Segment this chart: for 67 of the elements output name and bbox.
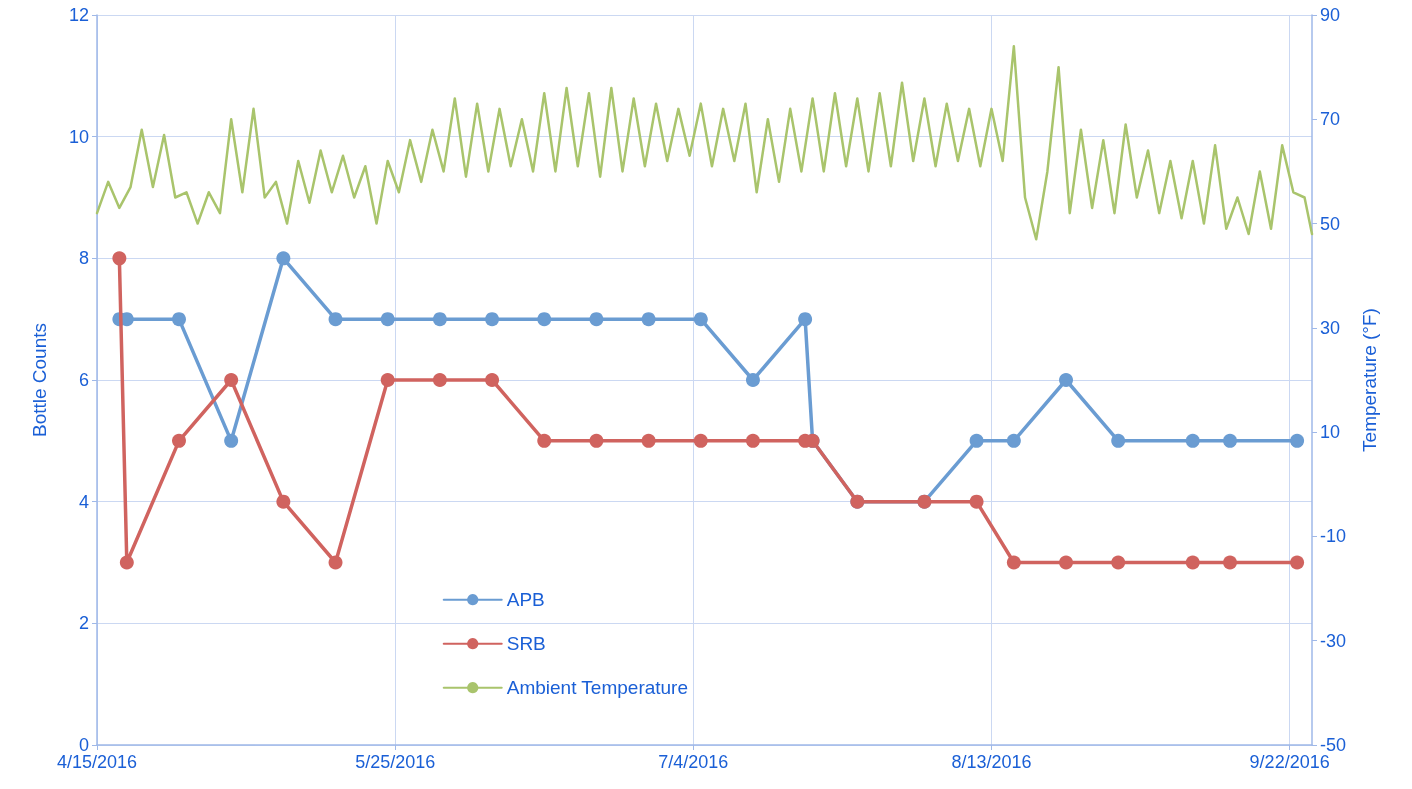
- point: [693, 312, 708, 327]
- point: [537, 312, 552, 327]
- y2-tick-label: 70: [1320, 109, 1341, 130]
- point: [745, 433, 760, 448]
- point: [380, 373, 395, 387]
- point: [380, 312, 395, 327]
- point: [432, 312, 447, 327]
- point: [1111, 433, 1126, 448]
- point: [328, 555, 343, 570]
- x-tick-label: 7/4/2016: [658, 752, 729, 772]
- point: [589, 312, 604, 327]
- point: [589, 433, 604, 448]
- x-tick-label: 8/13/2016: [951, 752, 1032, 772]
- point: [432, 373, 447, 387]
- point: [798, 312, 813, 327]
- point: [1059, 373, 1074, 387]
- point: [1290, 433, 1305, 448]
- x-tick-label: 4/15/2016: [56, 752, 138, 772]
- point: [276, 251, 291, 266]
- line-series: [95, 45, 1314, 241]
- point: [224, 433, 239, 448]
- y2-axis-title: Temperature (°F): [1359, 308, 1380, 452]
- point: [1223, 433, 1238, 448]
- point: [1006, 555, 1021, 570]
- point: [1111, 555, 1126, 570]
- point: [745, 373, 760, 387]
- y-tick-label: 8: [78, 248, 89, 269]
- point: [1006, 433, 1021, 448]
- y-tick-label: 4: [78, 491, 89, 512]
- y2-tick-label: -50: [1320, 735, 1347, 755]
- y-axis-title: Bottle Counts: [29, 322, 50, 438]
- point: [1185, 555, 1200, 570]
- point: [1059, 555, 1074, 570]
- y2-tick-label: 10: [1320, 422, 1341, 443]
- point: [276, 494, 291, 509]
- point: [969, 433, 984, 448]
- legend-label: SRB: [506, 633, 546, 655]
- point: [172, 312, 186, 327]
- point: [1223, 555, 1238, 570]
- point: [112, 251, 127, 266]
- point: [485, 312, 500, 327]
- y-tick-label: 12: [68, 5, 89, 25]
- x-tick-label: 5/25/2016: [355, 752, 436, 772]
- y-tick-label: 10: [68, 126, 89, 147]
- point: [537, 433, 552, 448]
- point: [328, 312, 343, 327]
- y-tick-label: 0: [78, 735, 89, 755]
- point: [969, 494, 984, 509]
- y2-tick-label: 50: [1320, 213, 1341, 234]
- y-tick-label: 6: [78, 370, 89, 390]
- legend-label: APB: [506, 589, 545, 611]
- point: [172, 433, 186, 448]
- y2-tick-label: 30: [1320, 317, 1341, 338]
- point: [485, 373, 500, 387]
- point: [641, 433, 656, 448]
- y-tick-label: 2: [78, 613, 89, 634]
- point: [693, 433, 708, 448]
- y2-tick-label: -10: [1320, 526, 1347, 547]
- point: [641, 312, 656, 327]
- y2-tick-label: 90: [1320, 5, 1341, 25]
- x-tick-label: 9/22/2016: [1249, 752, 1330, 772]
- point: [1290, 555, 1305, 570]
- point: [224, 373, 239, 387]
- legend-label: Ambient Temperature: [506, 677, 689, 699]
- point: [1185, 433, 1200, 448]
- y2-tick-label: -30: [1320, 630, 1347, 651]
- point: [119, 555, 134, 570]
